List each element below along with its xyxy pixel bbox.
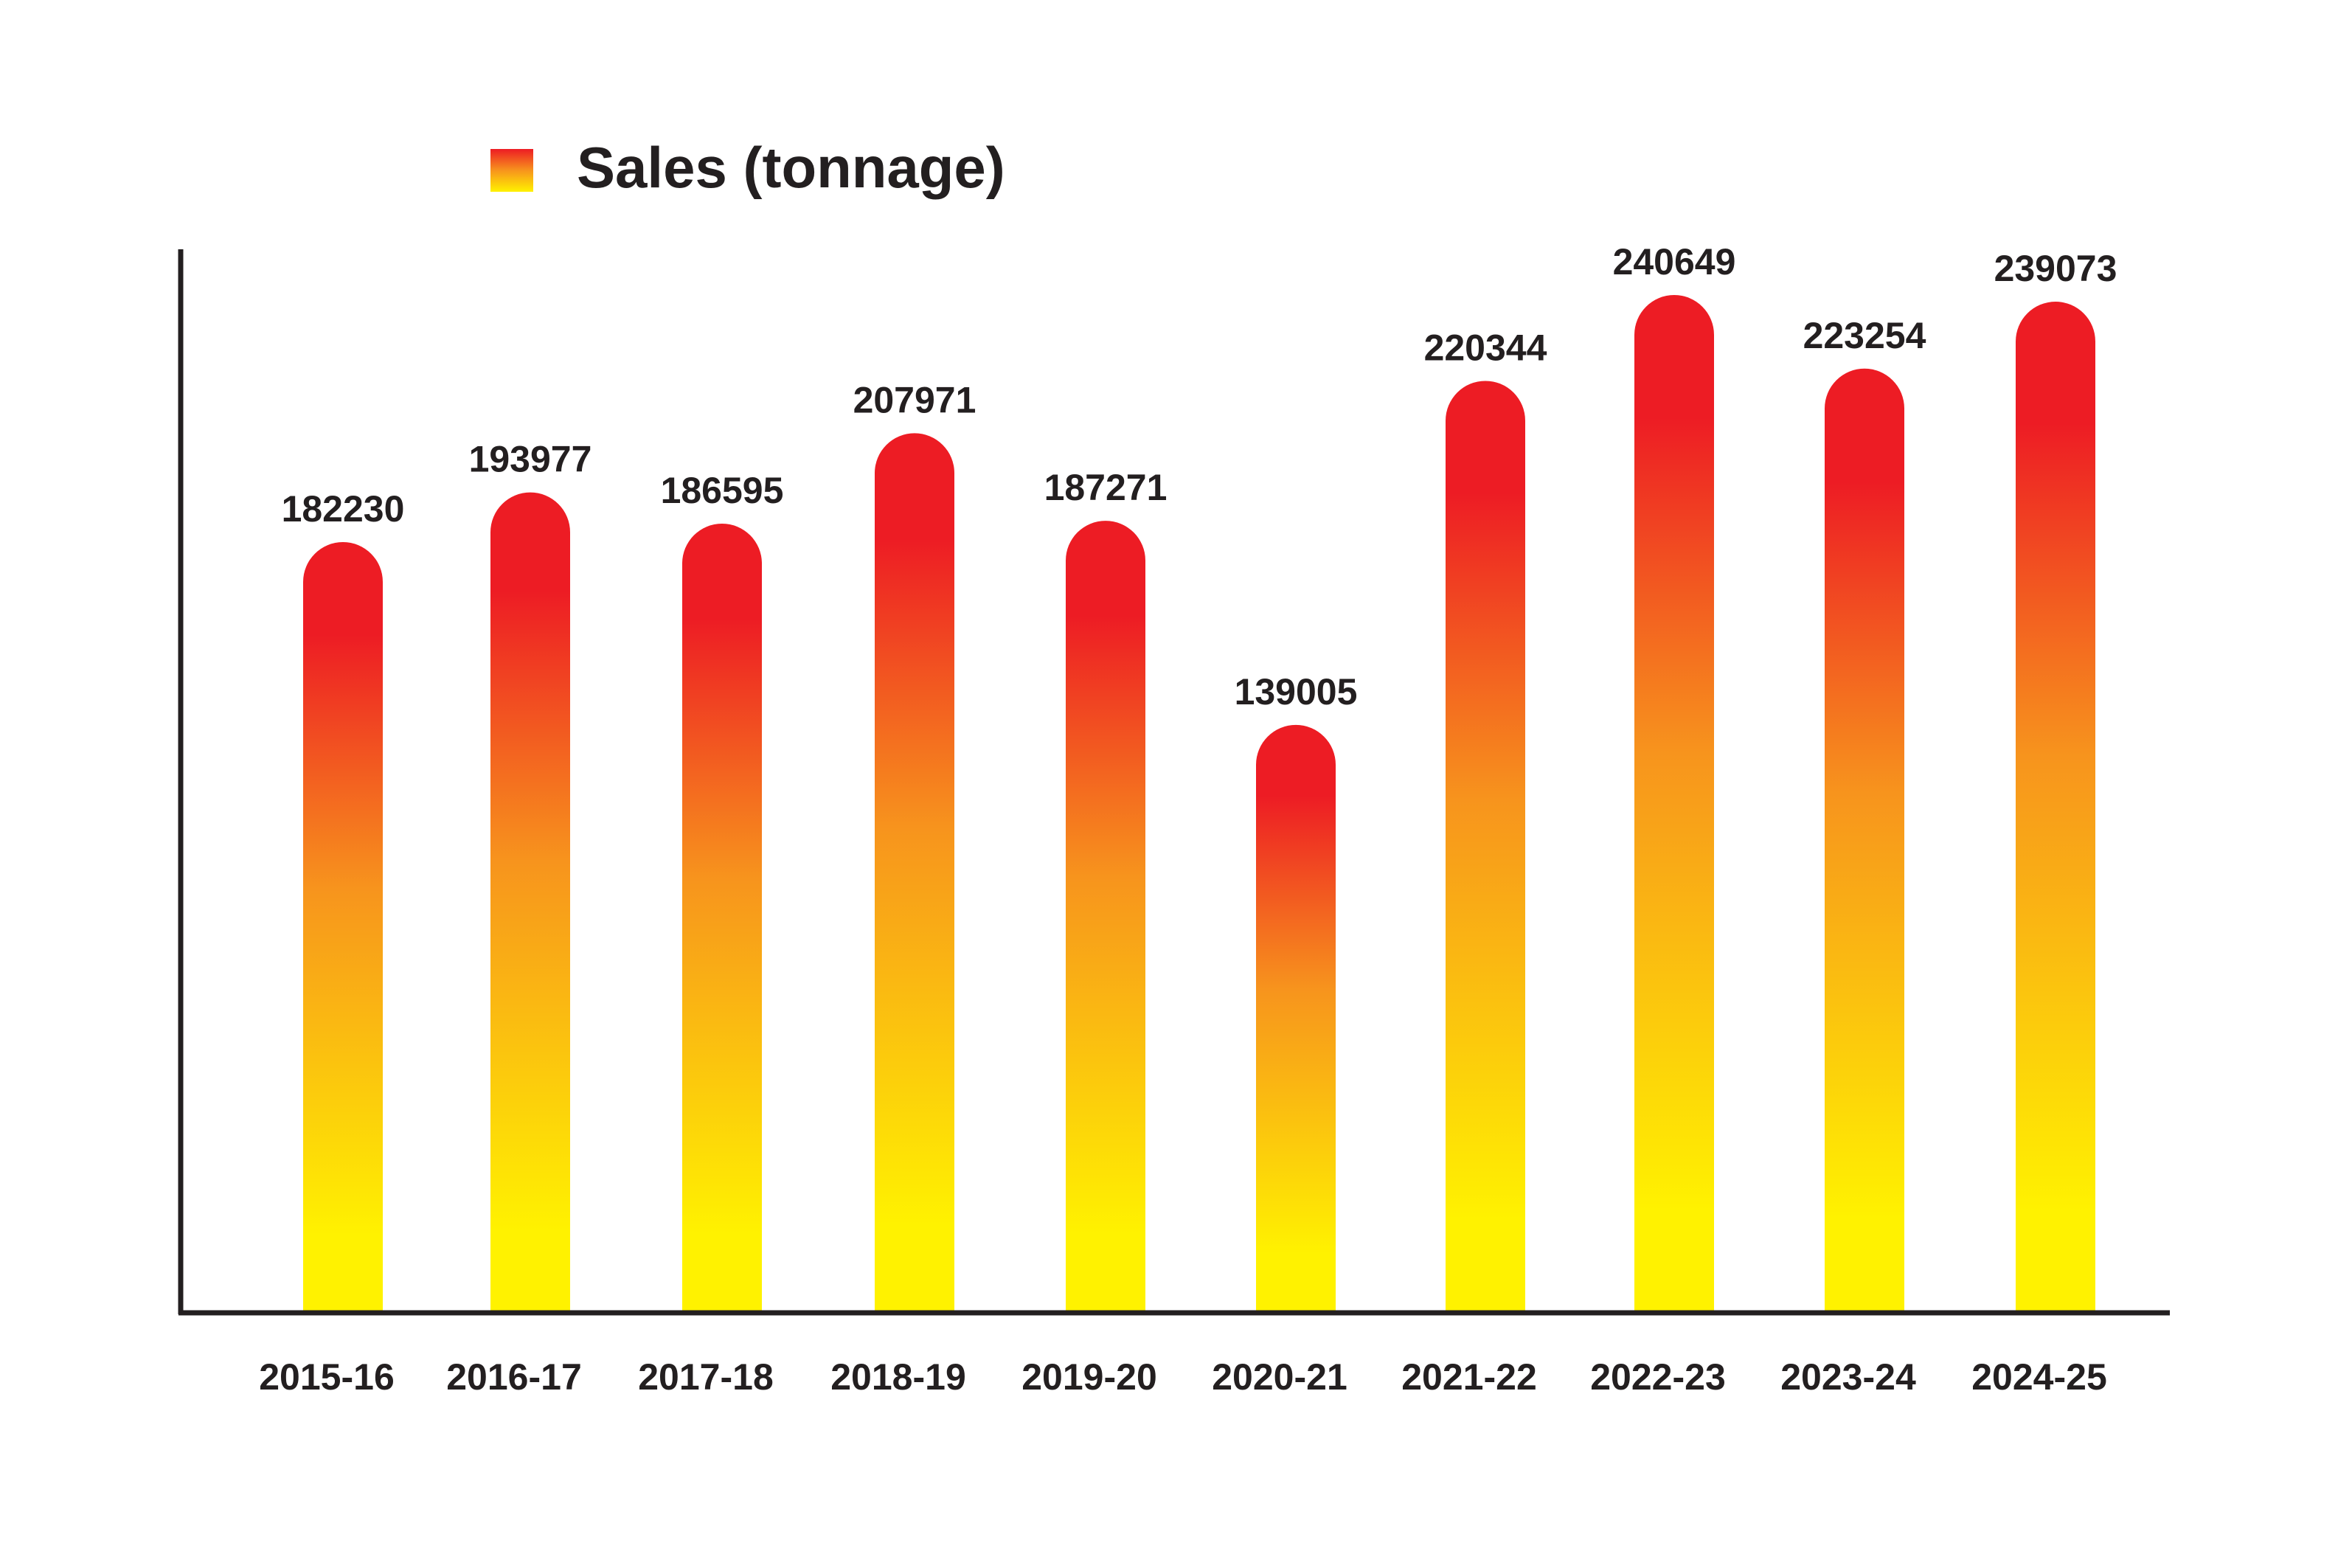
category-label-2020-21: 2020-21 bbox=[1212, 1356, 1347, 1398]
value-label-2023-24: 223254 bbox=[1803, 315, 1926, 356]
bar-2018-19 bbox=[875, 433, 954, 1313]
category-labels-group: 2015-16 2016-17 2017-18 2018-19 2019-20 2020-… bbox=[259, 1356, 2107, 1398]
value-label-2018-19: 207971 bbox=[853, 379, 976, 420]
bar-2023-24 bbox=[1825, 368, 1904, 1314]
bar-2016-17 bbox=[490, 492, 570, 1313]
bar-2017-18 bbox=[682, 523, 762, 1313]
value-label-2015-16: 182230 bbox=[282, 488, 405, 530]
value-label-2024-25: 239073 bbox=[1994, 248, 2117, 289]
value-label-2020-21: 139005 bbox=[1235, 671, 1358, 712]
category-label-2016-17: 2016-17 bbox=[446, 1356, 582, 1398]
category-label-2023-24: 2023-24 bbox=[1780, 1356, 1916, 1398]
value-label-2017-18: 186595 bbox=[661, 470, 784, 511]
value-label-2021-22: 220344 bbox=[1424, 327, 1547, 368]
category-label-2024-25: 2024-25 bbox=[1971, 1356, 2107, 1398]
category-label-2017-18: 2017-18 bbox=[638, 1356, 774, 1398]
value-label-2019-20: 187271 bbox=[1044, 467, 1168, 508]
category-label-2022-23: 2022-23 bbox=[1590, 1356, 1726, 1398]
bar-2019-20 bbox=[1066, 521, 1145, 1314]
value-labels-group: 182230 193977 186595 207971 187271 139005 2203… bbox=[282, 241, 2117, 712]
value-label-2016-17: 193977 bbox=[469, 439, 592, 480]
category-label-2021-22: 2021-22 bbox=[1401, 1356, 1537, 1398]
bar-2022-23 bbox=[1634, 295, 1714, 1313]
category-label-2018-19: 2018-19 bbox=[830, 1356, 966, 1398]
bar-2024-25 bbox=[2016, 302, 2095, 1313]
bar-2020-21 bbox=[1256, 724, 1336, 1313]
legend-label: Sales (tonnage) bbox=[577, 135, 1005, 200]
category-label-2015-16: 2015-16 bbox=[259, 1356, 395, 1398]
value-label-2022-23: 240649 bbox=[1613, 241, 1736, 282]
bar-2021-22 bbox=[1446, 381, 1525, 1313]
bars-group bbox=[303, 295, 2095, 1314]
category-label-2019-20: 2019-20 bbox=[1021, 1356, 1157, 1398]
legend-swatch bbox=[490, 149, 533, 192]
legend: Sales (tonnage) bbox=[490, 135, 1005, 200]
bar-2015-16 bbox=[303, 542, 383, 1313]
